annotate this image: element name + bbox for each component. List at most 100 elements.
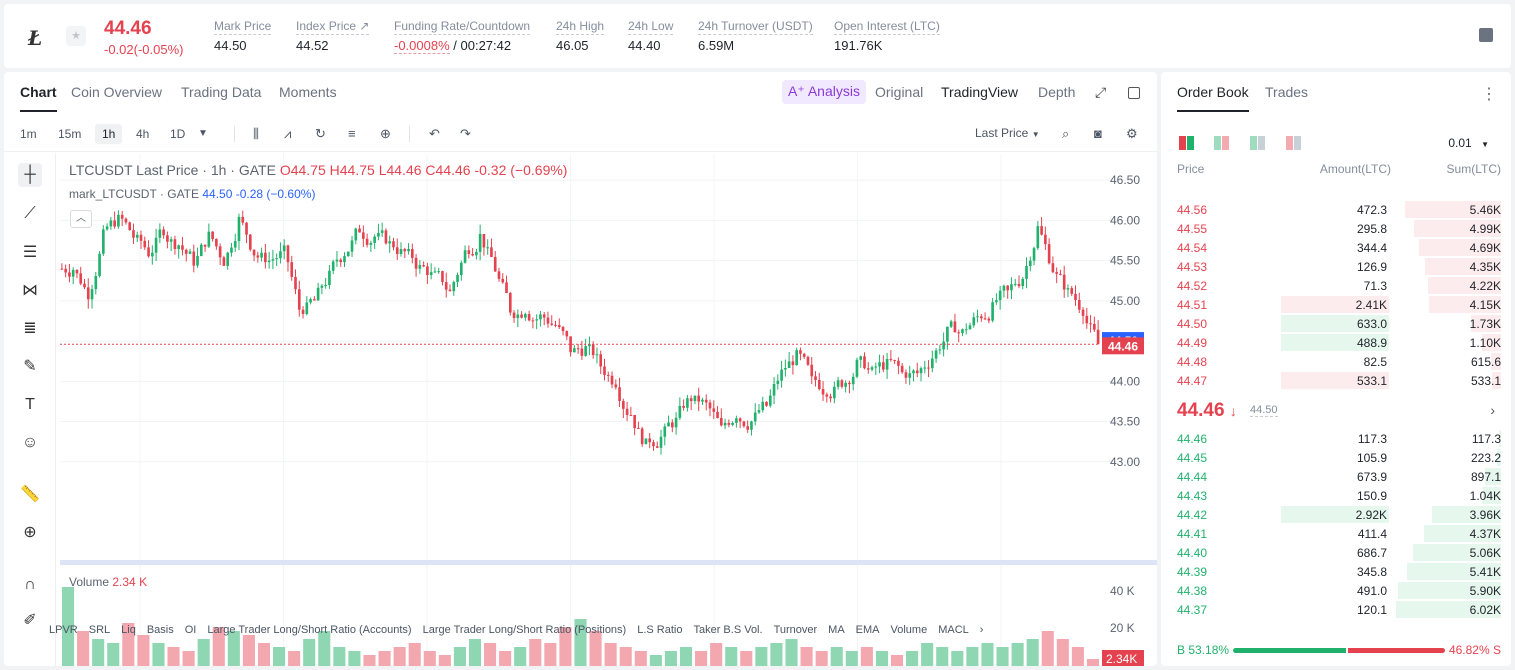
book-mode-asks-icon[interactable]	[1286, 136, 1302, 150]
chevron-right-icon[interactable]: ›	[1490, 402, 1495, 418]
indicator-4[interactable]: OI	[184, 624, 197, 636]
replay-icon[interactable]: ↻	[315, 126, 326, 141]
timeframe-15m[interactable]: 15m	[58, 127, 82, 141]
horizontal-lines-icon[interactable]: ☰	[22, 244, 38, 261]
ask-row[interactable]: 44.49 488.9 1.10K	[1161, 333, 1511, 352]
redo-icon[interactable]: ↷	[460, 126, 471, 141]
price-chart[interactable]: 46.5046.0045.5045.0044.5044.0043.5043.00…	[60, 154, 1157, 666]
bid-row[interactable]: 44.40 686.7 5.06K	[1161, 543, 1511, 562]
timeframe-1h[interactable]: 1h	[95, 124, 123, 144]
bid-row[interactable]: 44.46 117.3 117.3	[1161, 429, 1511, 448]
book-icon[interactable]	[1479, 28, 1493, 42]
settings-gear-icon[interactable]: ⚙	[1126, 126, 1138, 141]
indicator-1[interactable]: SRL	[88, 624, 111, 636]
indicator-3[interactable]: Basis	[146, 624, 174, 636]
text-tool-icon[interactable]: T	[25, 396, 35, 413]
magnet-icon[interactable]: ∩	[24, 576, 36, 593]
more-options-icon[interactable]: ⋮	[1481, 86, 1497, 103]
depth-bar	[1496, 449, 1501, 466]
volume-bar	[1056, 639, 1069, 666]
bid-row[interactable]: 44.44 673.9 897.1	[1161, 467, 1511, 486]
tab-trades[interactable]: Trades	[1265, 84, 1309, 100]
volume-last-tag	[1102, 650, 1144, 666]
y-tick-label: 45.50	[1110, 254, 1140, 268]
template-icon[interactable]: ≡	[348, 126, 356, 141]
undo-icon[interactable]: ↶	[429, 126, 440, 141]
indicator-0[interactable]: LPVR	[49, 624, 78, 636]
crosshair-icon[interactable]: ┼	[18, 163, 42, 187]
stat-index-price[interactable]: Index Price ↗ 44.52	[296, 19, 370, 53]
indicator-6[interactable]: Large Trader Long/Short Ratio (Positions…	[422, 624, 627, 636]
candle-body	[870, 367, 874, 370]
add-indicator-icon[interactable]: ⊕	[380, 126, 391, 141]
ask-row[interactable]: 44.54 344.4 4.69K	[1161, 238, 1511, 257]
brush-icon[interactable]: ✎	[23, 358, 37, 375]
candle-body	[309, 299, 312, 303]
bid-row[interactable]: 44.42 2.92K 3.96K	[1161, 505, 1511, 524]
fib-icon[interactable]: ≣	[23, 320, 37, 337]
ask-row[interactable]: 44.51 2.41K 4.15K	[1161, 295, 1511, 314]
indicator-12[interactable]: Volume	[890, 624, 928, 636]
candle-body	[674, 417, 678, 428]
bid-row[interactable]: 44.38 491.0 5.90K	[1161, 581, 1511, 600]
collapse-legend-button[interactable]: ︿	[70, 210, 92, 228]
bid-row[interactable]: 44.37 120.1 6.02K	[1161, 600, 1511, 619]
ask-row[interactable]: 44.48 82.5 615.6	[1161, 352, 1511, 371]
indicator-2[interactable]: Liq	[121, 624, 136, 636]
dropdown-caret-icon[interactable]: ▼	[198, 128, 208, 139]
indicator-7[interactable]: L.S Ratio	[637, 624, 683, 636]
ask-row[interactable]: 44.50 633.0 1.73K	[1161, 314, 1511, 333]
tab-order-book[interactable]: Order Book	[1177, 84, 1249, 112]
mid-mark-price: 44.50	[1250, 404, 1278, 417]
window-icon[interactable]	[1128, 87, 1140, 99]
expand-icon[interactable]: ⤢	[1095, 84, 1107, 100]
indicator-8[interactable]: Taker B.S Vol.	[693, 624, 763, 636]
ask-row[interactable]: 44.47 533.1 533.1	[1161, 371, 1511, 390]
bid-row[interactable]: 44.45 105.9 223.2	[1161, 448, 1511, 467]
emoji-icon[interactable]: ☺	[21, 434, 39, 451]
candle-body	[810, 364, 814, 377]
ai-analysis-button[interactable]: A⁺ Analysis	[782, 80, 866, 104]
view-tradingview[interactable]: TradingView	[941, 84, 1019, 100]
favorite-star-icon[interactable]: ★	[66, 26, 86, 46]
pattern-icon[interactable]: ⋈	[22, 282, 38, 299]
tab-moments[interactable]: Moments	[279, 84, 337, 100]
search-icon[interactable]: ⌕	[1062, 126, 1070, 141]
bid-price: 44.43	[1177, 489, 1208, 503]
camera-icon[interactable]: ◙	[1094, 126, 1102, 141]
indicator-11[interactable]: EMA	[855, 624, 880, 636]
indicator-13[interactable]: MACL	[938, 624, 969, 636]
indicators-icon[interactable]: ⩘	[284, 126, 292, 141]
view-original[interactable]: Original	[875, 84, 924, 100]
ask-row[interactable]: 44.52 71.3 4.22K	[1161, 276, 1511, 295]
view-depth[interactable]: Depth	[1038, 84, 1076, 100]
ruler-icon[interactable]: 📏	[20, 486, 40, 503]
book-mode-both-alt-icon[interactable]	[1214, 136, 1230, 150]
tab-chart[interactable]: Chart	[20, 84, 57, 112]
indicator-9[interactable]: Turnover	[773, 624, 818, 636]
precision-select[interactable]: 0.01 ▼	[1448, 136, 1489, 150]
tab-coin-overview[interactable]: Coin Overview	[71, 84, 163, 100]
candle-type-icon[interactable]: ⫼	[253, 126, 259, 141]
volume-bar	[242, 635, 255, 666]
pencil-lock-icon[interactable]: ✐	[23, 612, 37, 629]
trendline-icon[interactable]: ⟋	[24, 205, 36, 222]
indicator-5[interactable]: Large Trader Long/Short Ratio (Accounts)	[207, 624, 412, 636]
book-mode-bids-icon[interactable]	[1250, 136, 1266, 150]
ask-row[interactable]: 44.53 126.9 4.35K	[1161, 257, 1511, 276]
timeframe-1m[interactable]: 1m	[20, 127, 37, 141]
bid-row[interactable]: 44.43 150.9 1.04K	[1161, 486, 1511, 505]
volume-bar	[257, 643, 271, 666]
bid-row[interactable]: 44.41 411.4 4.37K	[1161, 524, 1511, 543]
timeframe-4h[interactable]: 4h	[136, 127, 150, 141]
book-mode-both-icon[interactable]	[1179, 136, 1195, 150]
tab-trading-data[interactable]: Trading Data	[181, 84, 262, 100]
price-type-select[interactable]: Last Price ▼	[975, 126, 1040, 140]
chevron-right-icon[interactable]: ›	[979, 624, 984, 636]
ask-row[interactable]: 44.56 472.3 5.46K	[1161, 200, 1511, 219]
ask-row[interactable]: 44.55 295.8 4.99K	[1161, 219, 1511, 238]
zoom-in-icon[interactable]: ⊕	[23, 524, 37, 541]
bid-row[interactable]: 44.39 345.8 5.41K	[1161, 562, 1511, 581]
indicator-10[interactable]: MA	[828, 624, 845, 636]
timeframe-1d[interactable]: 1D	[170, 127, 186, 141]
